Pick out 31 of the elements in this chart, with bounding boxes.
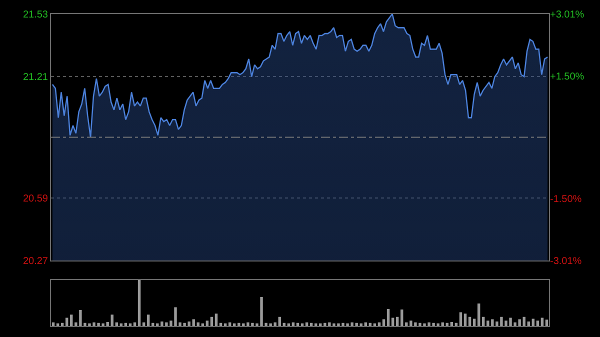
bar [472, 318, 476, 326]
bar [532, 318, 535, 326]
y2-tick-label: +3.01% [550, 10, 584, 20]
y2-tick-label: -3.01% [550, 256, 582, 267]
y-tick-label: 21.21 [22, 72, 48, 84]
bar [386, 309, 390, 326]
bar [70, 314, 73, 326]
y-tick-label: 20.59 [22, 193, 48, 204]
bar [278, 316, 281, 326]
bar [400, 310, 404, 326]
bar [206, 320, 209, 326]
bar [468, 316, 472, 326]
bar [138, 280, 141, 326]
bar [192, 319, 195, 326]
y-tick-label: 21.53 [22, 10, 48, 20]
bar [486, 320, 490, 326]
bar [210, 316, 214, 326]
bar [382, 319, 386, 326]
bar [482, 316, 485, 326]
bar [527, 322, 530, 326]
bar [545, 320, 548, 326]
bar [110, 314, 114, 326]
bar [464, 314, 467, 326]
y-tick-label: 20.27 [22, 256, 48, 267]
bar [214, 314, 218, 326]
bar [536, 320, 540, 326]
bar [146, 314, 150, 326]
y2-tick-label: +1.50% [550, 71, 584, 82]
y2-tick-label: -1.50% [550, 194, 582, 206]
bar [396, 316, 399, 326]
bar [477, 304, 480, 326]
